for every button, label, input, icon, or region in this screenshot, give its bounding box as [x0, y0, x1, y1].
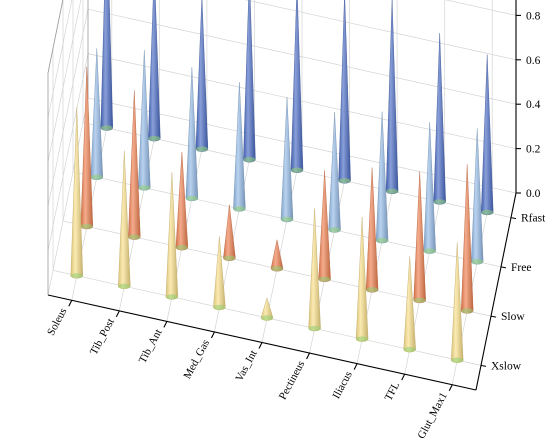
depth-tick-label: Free	[511, 262, 531, 274]
cone-rfast-tib_ant	[165, 172, 179, 300]
cone-free-iliacus	[365, 167, 379, 293]
y-axis-line	[475, 192, 517, 391]
depth-tick-label: Slow	[501, 311, 525, 323]
grid-line-depth-3	[82, 0, 512, 218]
cat-tick-2	[163, 321, 168, 328]
cone-xslow-med_gas	[243, 0, 256, 163]
category-label: Tib_Ant	[137, 327, 165, 365]
category-label: Vas_Int	[233, 348, 259, 383]
cat-tick-4	[258, 342, 263, 349]
z-tick-label: 0.0	[526, 188, 541, 200]
cone-slow-tib_post	[138, 50, 151, 191]
cone-slow-soleus	[90, 48, 104, 180]
cone-slow-tib_ant	[185, 67, 199, 202]
cone-slow-glut_max1	[470, 128, 484, 265]
axes	[47, 0, 521, 391]
z-tick-label: 0.8	[526, 10, 541, 22]
grid-line-depth-2	[72, 0, 502, 268]
cone-slow-med_gas	[233, 82, 246, 212]
depth-tick-2	[500, 266, 507, 269]
cone-xslow-iliacus	[385, 0, 399, 194]
grid-line-z-3	[47, 0, 517, 162]
depth-tick-label: Rfast	[521, 213, 546, 225]
category-label: Med_Gas	[181, 338, 212, 381]
grid	[47, 0, 517, 385]
cone-xslow-tfl	[433, 33, 446, 205]
cone-slow-vas_int	[280, 97, 294, 223]
cone-xslow-tib_post	[148, 0, 161, 142]
cone-free-vas_int	[270, 239, 284, 272]
cone-slow-pectineus	[328, 112, 341, 233]
plot-area	[70, 0, 494, 363]
cone-free-tib_ant	[175, 152, 189, 251]
cone-rfast-med_gas	[213, 236, 226, 311]
cone-free-med_gas	[223, 204, 236, 261]
z-tick-label: 0.6	[526, 55, 541, 67]
cone-xslow-glut_max1	[480, 54, 494, 216]
grid-line-depth-0	[52, 48, 482, 366]
depth-tick-0	[480, 364, 487, 367]
cat-tick-1	[115, 310, 120, 318]
cone-rfast-pectineus	[308, 208, 321, 332]
cone-rfast-soleus	[70, 106, 84, 279]
cat-tick-0	[68, 300, 73, 307]
cat-tick-6	[353, 363, 358, 370]
z-tick-label: 0.2	[526, 144, 541, 156]
cone-rfast-iliacus	[355, 216, 369, 342]
cone-rfast-glut_max1	[450, 242, 464, 363]
cat-tick-5	[306, 352, 311, 360]
cone-slow-iliacus	[375, 111, 389, 244]
category-label: Iliacus	[330, 369, 354, 401]
cone-free-glut_max1	[460, 164, 474, 314]
cone-free-soleus	[80, 66, 94, 230]
cone-free-tib_post	[128, 90, 141, 240]
grid-line-z-2	[47, 8, 517, 207]
cone-free-pectineus	[318, 170, 331, 282]
depth-tick-1	[490, 315, 497, 318]
category-label: TFL	[383, 380, 403, 403]
grid-line-depth-1	[62, 0, 492, 317]
z-tick-label: 0.4	[526, 99, 541, 111]
cone-rfast-tfl	[403, 256, 416, 353]
grid-line-z-4	[47, 0, 517, 118]
depth-tick-3	[510, 217, 517, 220]
cone-xslow-soleus	[100, 0, 114, 131]
category-label: Pectineus	[277, 359, 307, 402]
cone-rfast-tib_post	[118, 150, 131, 289]
cone-rfast-vas_int	[260, 297, 274, 321]
category-label: Soleus	[45, 306, 69, 338]
depth-tick-label: Xslow	[491, 360, 522, 372]
cone-xslow-tib_ant	[195, 0, 209, 152]
cone-slow-tfl	[423, 122, 436, 254]
category-label: Glut_Max1	[415, 390, 449, 440]
cat-tick-7	[401, 373, 406, 381]
cone-free-tfl	[413, 171, 426, 304]
grid-line-z-5	[47, 0, 64, 74]
cat-tick-8	[448, 384, 453, 391]
cone-xslow-pectineus	[338, 0, 351, 184]
cat-tick-3	[210, 331, 215, 339]
category-label: Tib_Post	[88, 317, 117, 357]
cone-xslow-vas_int	[290, 0, 304, 173]
